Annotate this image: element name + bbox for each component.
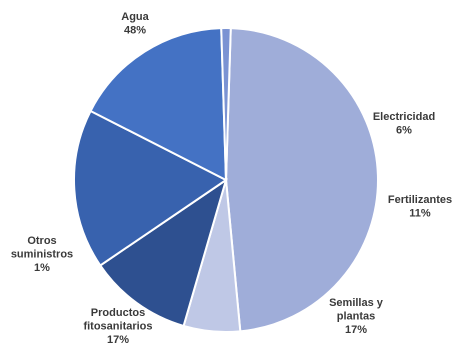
slice-percent: 6% — [396, 125, 412, 137]
data-label-otros-suministros: Otros suministros 1% — [11, 235, 73, 274]
slice-semillas-y-plantas — [72, 109, 228, 267]
data-label-electricidad: Electricidad 6% — [373, 111, 435, 137]
slice-percent: 1% — [34, 262, 50, 274]
slice-label-line: Agua — [121, 11, 149, 23]
slice-percent: 48% — [124, 25, 146, 37]
slice-label-line: Otros — [27, 235, 56, 247]
slice-label-line: suministros — [11, 249, 73, 261]
slice-agua — [224, 27, 379, 333]
slice-fertilizantes — [98, 177, 228, 328]
slice-percent: 11% — [409, 208, 431, 220]
data-label-agua: Agua 48% — [121, 11, 149, 37]
slice-label-line: fitosanitarios — [83, 321, 152, 333]
data-label-productos-fitosanitarios: Productos fitosanitarios 17% — [83, 307, 152, 346]
pie-slices — [72, 27, 379, 333]
slice-label-line: Productos — [91, 307, 145, 319]
slice-otros-suministros — [220, 27, 232, 181]
slice-percent: 17% — [345, 324, 367, 336]
slice-label-line: Semillas y — [329, 297, 384, 309]
slice-percent: 17% — [107, 334, 129, 346]
data-label-fertilizantes: Fertilizantes 11% — [388, 194, 452, 220]
slice-label-line: Electricidad — [373, 111, 435, 123]
slice-label-line: Fertilizantes — [388, 194, 452, 206]
data-label-semillas-y-plantas: Semillas y plantas 17% — [329, 297, 384, 336]
slice-label-line: plantas — [337, 311, 376, 323]
pie-labels: Agua 48% Electricidad 6% Fertilizantes 11% Sem… — [11, 11, 452, 346]
slice-productos-fitosanitarios — [89, 27, 228, 182]
